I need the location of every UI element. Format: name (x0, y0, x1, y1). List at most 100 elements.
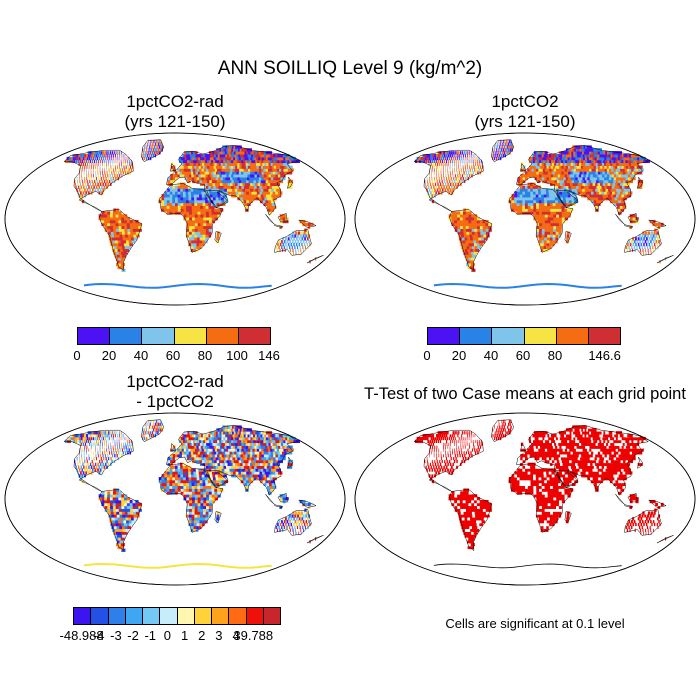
grid-cell (533, 168, 537, 172)
grid-cell (639, 248, 641, 252)
grid-cell (509, 148, 512, 152)
grid-cell (115, 217, 119, 221)
grid-cell (299, 514, 302, 518)
grid-cell (199, 514, 203, 518)
coastline (509, 183, 574, 253)
grid-cell (222, 182, 227, 186)
grid-cell (233, 191, 237, 195)
grid-cell (93, 442, 95, 446)
grid-cell (126, 502, 131, 507)
grid-cell (199, 520, 203, 524)
grid-cell (548, 188, 552, 192)
panel-b-title-line1: 1pctCO2 (491, 92, 559, 111)
grid-cell (208, 482, 212, 487)
grid-cell (214, 208, 218, 212)
grid-cell (541, 174, 545, 178)
grid-cell (432, 156, 435, 161)
grid-cell (197, 225, 201, 229)
grid-cell (180, 194, 184, 198)
grid-cell (450, 156, 452, 161)
grid-cell (244, 194, 249, 198)
grid-cell (210, 162, 215, 166)
grid-cell (115, 531, 120, 535)
grid-cell (558, 217, 563, 221)
grid-cell (252, 462, 258, 466)
grid-cell (437, 182, 439, 186)
grid-cell (113, 448, 114, 452)
grid-cell (118, 171, 120, 175)
grid-cell (561, 159, 565, 164)
grid-cell (181, 162, 184, 166)
grid-cell (193, 171, 197, 175)
grid-cell (224, 459, 228, 464)
grid-cell (182, 471, 187, 475)
grid-cell (93, 151, 96, 155)
grid-cell (586, 194, 591, 198)
grid-cell (279, 528, 281, 532)
grid-cell (558, 214, 563, 218)
grid-cell (205, 511, 209, 515)
grid-cell (208, 505, 212, 509)
grid-cell (112, 219, 116, 224)
grid-cell (414, 159, 418, 164)
grid-cell (299, 499, 303, 504)
grid-cell (203, 211, 207, 215)
grid-cell (263, 459, 269, 464)
grid-cell (110, 436, 112, 441)
grid-cell (494, 145, 495, 149)
grid-cell (458, 168, 460, 172)
grid-cell (91, 442, 93, 446)
grid-cell (118, 494, 122, 498)
grid-cell (535, 162, 539, 166)
grid-cell (228, 174, 233, 178)
grid-cell (304, 525, 306, 530)
grid-cell (120, 237, 124, 241)
grid-cell (180, 188, 184, 192)
grid-cell (205, 436, 210, 441)
grid-cell (119, 260, 124, 264)
grid-cell (116, 436, 118, 441)
grid-cell (232, 176, 237, 181)
grid-cell (601, 191, 606, 195)
grid-cell (579, 171, 584, 175)
grid-cell (437, 154, 440, 158)
grid-cell (294, 514, 297, 518)
grid-cell (88, 436, 91, 441)
grid-cell (158, 477, 162, 481)
grid-cell (216, 188, 221, 192)
grid-cell (121, 222, 125, 227)
grid-cell (429, 159, 432, 164)
grid-cell (583, 191, 587, 195)
grid-cell (150, 434, 153, 438)
grid-cell (234, 188, 239, 192)
grid-cell (465, 242, 470, 247)
grid-cell (453, 154, 455, 158)
grid-cell (462, 248, 467, 252)
grid-cell (256, 456, 262, 461)
grid-cell (580, 191, 585, 195)
grid-cell (167, 471, 171, 475)
grid-cell (188, 205, 193, 209)
grid-cell (135, 505, 139, 509)
grid-cell (124, 168, 126, 172)
grid-cell (549, 154, 553, 158)
grid-cell (113, 251, 118, 255)
grid-cell (126, 219, 131, 224)
grid-cell (543, 242, 547, 247)
grid-cell (207, 445, 211, 449)
grid-cell (416, 159, 420, 164)
grid-cell (622, 182, 628, 186)
grid-cell (546, 242, 550, 247)
grid-cell (465, 214, 469, 218)
grid-cell (205, 231, 209, 235)
grid-cell (188, 191, 192, 195)
grid-cell (471, 219, 475, 224)
grid-cell (470, 257, 475, 261)
grid-cell (546, 240, 550, 244)
grid-cell (577, 176, 582, 181)
grid-cell (537, 185, 541, 189)
grid-cell (520, 165, 524, 169)
grid-cell (166, 485, 170, 489)
grid-cell (126, 159, 128, 164)
grid-cell (538, 191, 542, 195)
